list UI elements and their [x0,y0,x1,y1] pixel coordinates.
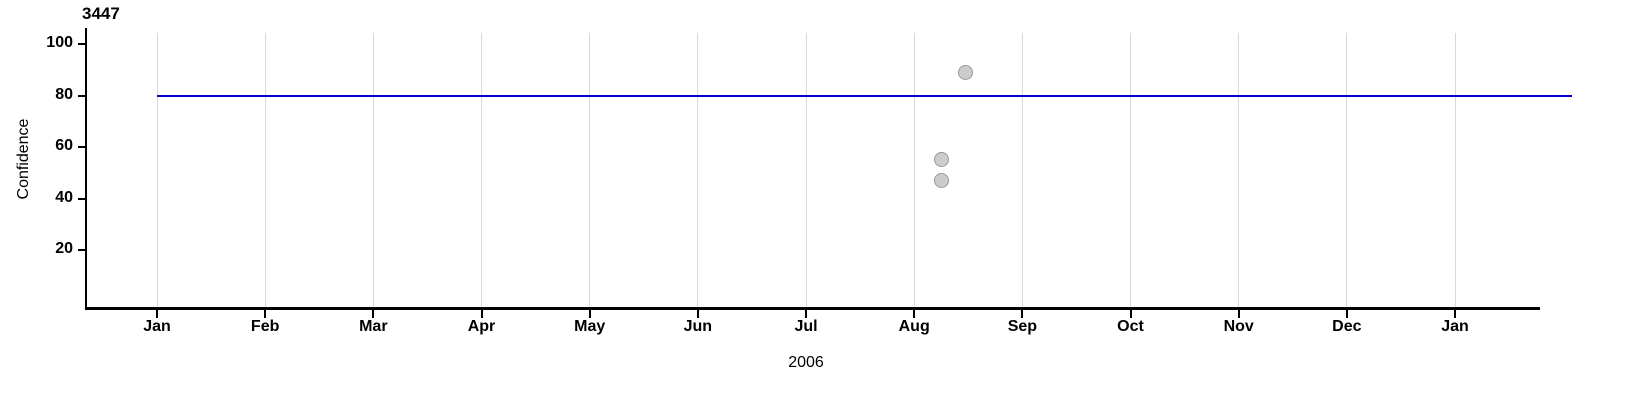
y-tick-mark [78,197,85,200]
vertical-gridline [1021,33,1023,307]
y-tick-mark [78,94,85,97]
vertical-gridline [697,33,699,307]
vertical-gridline [1454,33,1456,307]
x-tick-label: Mar [359,318,388,335]
x-tick-label: Apr [467,318,496,335]
vertical-gridline [156,33,158,307]
y-tick-label: 100 [46,34,73,51]
x-tick-label: Oct [1117,318,1144,335]
x-tick-label: Jul [794,318,818,335]
data-point[interactable] [933,152,949,168]
x-tick-mark [480,310,483,318]
y-tick-label: 20 [55,240,73,257]
x-tick-label: Aug [898,318,930,335]
x-tick-mark [805,310,808,318]
confidence-threshold-line [157,94,1572,97]
x-tick-mark [1021,310,1024,318]
x-tick-mark [372,310,375,318]
x-tick-label: Nov [1223,318,1254,335]
y-tick-label: 80 [55,85,73,103]
x-tick-label: Jan [143,318,171,335]
x-tick-mark [1454,310,1457,318]
vertical-gridline [1346,33,1348,307]
x-tick-mark [913,310,916,318]
vertical-gridline [1238,33,1240,307]
y-tick-mark [78,249,85,251]
x-tick-mark [156,310,158,318]
x-tick-mark [696,310,699,318]
x-tick-mark [1345,310,1348,318]
vertical-gridline [913,33,915,307]
x-tick-mark [1129,310,1132,318]
data-point[interactable] [957,64,973,80]
x-axis-title: 2006 [788,354,824,371]
x-tick-label: Jun [683,318,713,335]
vertical-gridline [481,33,482,307]
x-tick-label: Dec [1332,318,1362,335]
x-tick-mark [264,310,267,318]
vertical-gridline [805,33,807,307]
x-tick-label: Sep [1007,318,1038,335]
y-tick-label: 40 [55,188,73,206]
y-tick-mark [78,146,85,148]
x-tick-label: May [574,318,606,335]
y-tick-mark [78,43,85,45]
x-tick-label: Jan [1441,318,1469,335]
y-axis-line [85,28,87,309]
x-tick-mark [1237,310,1240,318]
vertical-gridline [589,33,591,307]
vertical-gridline [264,33,266,307]
chart-title: 3447 [82,4,120,23]
data-point[interactable] [933,172,949,188]
vertical-gridline [372,33,374,307]
vertical-gridline [1130,33,1132,307]
x-axis-line [85,307,1540,310]
x-tick-label: Feb [250,318,280,335]
y-tick-label: 60 [55,137,73,154]
x-tick-mark [588,310,591,318]
